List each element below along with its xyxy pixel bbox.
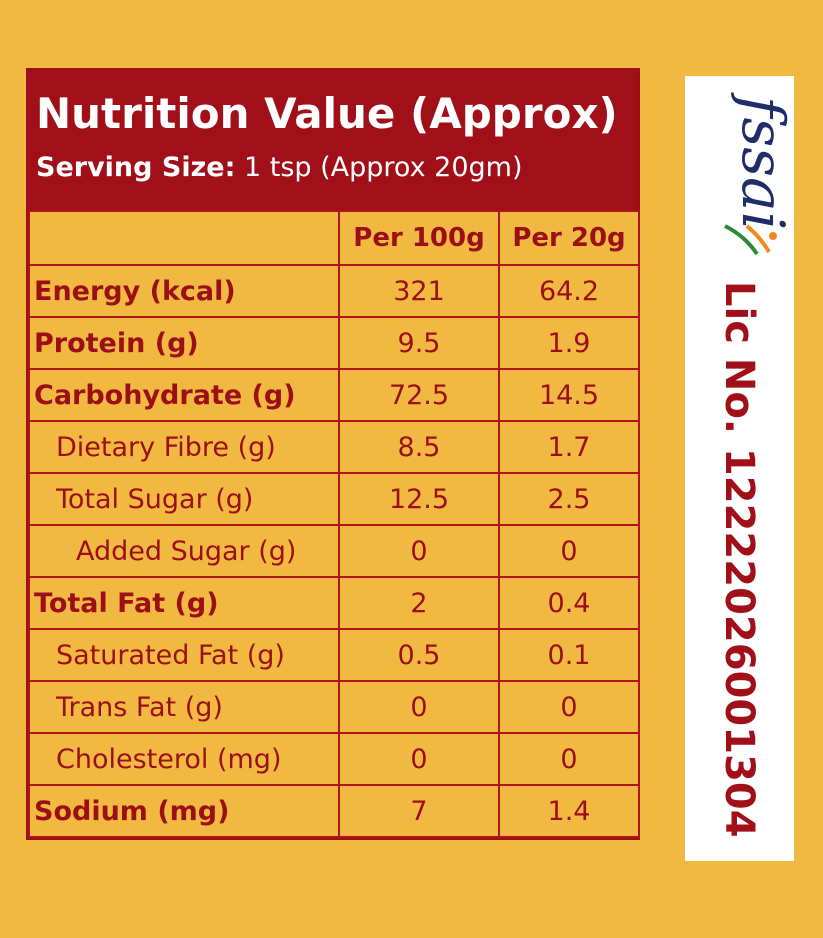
row-label: Total Sugar (g) [28, 472, 340, 526]
value-per-100g: 0 [338, 680, 500, 734]
value-per-20g: 64.2 [498, 264, 640, 318]
fssai-logo-text: fssai [729, 92, 794, 230]
serving-size-value: 1 tsp (Approx 20gm) [235, 152, 523, 183]
value-per-100g: 0 [338, 524, 500, 578]
value-per-100g: 9.5 [338, 316, 500, 370]
table-row: Energy (kcal) 321 64.2 [28, 264, 640, 318]
table-row: Trans Fat (g) 0 0 [28, 680, 640, 734]
row-label: Energy (kcal) [28, 264, 340, 318]
column-header-per-100g: Per 100g [338, 210, 500, 266]
table-header-row: Per 100g Per 20g [28, 210, 640, 266]
table-row: Total Sugar (g) 12.5 2.5 [28, 472, 640, 526]
value-per-20g: 1.9 [498, 316, 640, 370]
value-per-20g: 14.5 [498, 368, 640, 422]
serving-size: Serving Size: 1 tsp (Approx 20gm) [36, 146, 638, 190]
value-per-100g: 72.5 [338, 368, 500, 422]
row-label: Saturated Fat (g) [28, 628, 340, 682]
row-label: Total Fat (g) [28, 576, 340, 630]
nutrition-title: Nutrition Value (Approx) [36, 89, 618, 138]
value-per-20g: 0 [498, 524, 640, 578]
value-per-20g: 0.4 [498, 576, 640, 630]
table-row: Added Sugar (g) 0 0 [28, 524, 640, 578]
nutrition-panel: Nutrition Value (Approx) Serving Size: 1… [26, 68, 640, 840]
table-row: Carbohydrate (g) 72.5 14.5 [28, 368, 640, 422]
value-per-100g: 321 [338, 264, 500, 318]
table-row: Saturated Fat (g) 0.5 0.1 [28, 628, 640, 682]
table-row: Sodium (mg) 7 1.4 [28, 784, 640, 838]
nutrition-table: Per 100g Per 20g Energy (kcal) 321 64.2 … [28, 210, 640, 838]
value-per-20g: 2.5 [498, 472, 640, 526]
value-per-20g: 0.1 [498, 628, 640, 682]
value-per-100g: 0.5 [338, 628, 500, 682]
row-label: Added Sugar (g) [28, 524, 340, 578]
value-per-100g: 2 [338, 576, 500, 630]
value-per-100g: 0 [338, 732, 500, 786]
nutrition-header: Nutrition Value (Approx) Serving Size: 1… [28, 70, 638, 210]
serving-size-label: Serving Size: [36, 152, 236, 183]
row-label: Cholesterol (mg) [28, 732, 340, 786]
value-per-20g: 1.4 [498, 784, 640, 838]
value-per-100g: 12.5 [338, 472, 500, 526]
table-row: Total Fat (g) 2 0.4 [28, 576, 640, 630]
value-per-20g: 0 [498, 732, 640, 786]
table-row: Protein (g) 9.5 1.9 [28, 316, 640, 370]
license-number: Lic No. 12222026001304 [716, 281, 762, 838]
row-label: Carbohydrate (g) [28, 368, 340, 422]
row-label: Dietary Fibre (g) [28, 420, 340, 474]
value-per-100g: 7 [338, 784, 500, 838]
header-empty-cell [28, 210, 340, 266]
column-header-per-20g: Per 20g [498, 210, 640, 266]
fssai-logo: fssai [724, 92, 794, 256]
fssai-certification: fssai Lic No. 12222026001304 [685, 76, 794, 861]
value-per-100g: 8.5 [338, 420, 500, 474]
table-row: Cholesterol (mg) 0 0 [28, 732, 640, 786]
row-label: Trans Fat (g) [28, 680, 340, 734]
row-label: Sodium (mg) [28, 784, 340, 838]
row-label: Protein (g) [28, 316, 340, 370]
table-row: Dietary Fibre (g) 8.5 1.7 [28, 420, 640, 474]
value-per-20g: 0 [498, 680, 640, 734]
value-per-20g: 1.7 [498, 420, 640, 474]
